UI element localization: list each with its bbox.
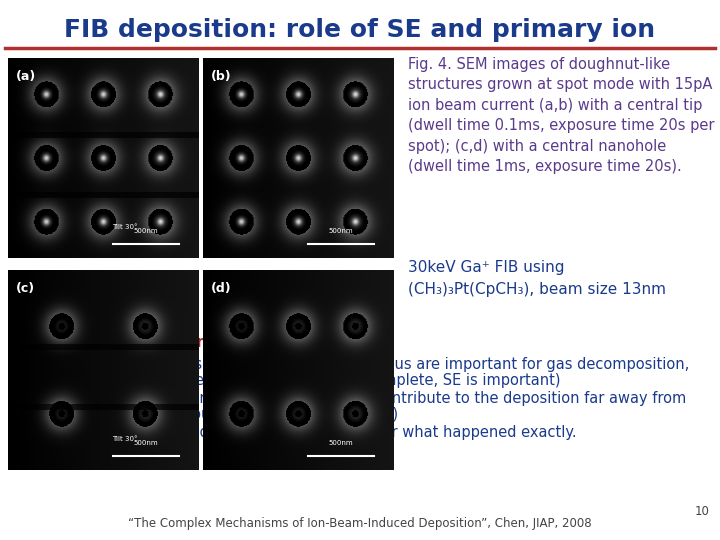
Text: Tilt 30°: Tilt 30° bbox=[112, 224, 138, 230]
Text: Fig. 4. SEM images of doughnut-like
structures grown at spot mode with 15pA
ion : Fig. 4. SEM images of doughnut-like stru… bbox=[408, 57, 714, 174]
Text: (b): (b) bbox=[210, 70, 231, 83]
Text: • According to nuclear cascade model, excited nucleus are important for gas deco: • According to nuclear cascade model, ex… bbox=[8, 357, 689, 372]
Text: Tilt 30°: Tilt 30° bbox=[112, 436, 138, 442]
Text: FIB deposition: role of SE and primary ion: FIB deposition: role of SE and primary i… bbox=[64, 18, 656, 42]
Text: primary beam. (this is doubtful, SE can go that far?): primary beam. (this is doubtful, SE can … bbox=[16, 407, 398, 422]
Text: 10: 10 bbox=[695, 505, 710, 518]
Text: 500nm: 500nm bbox=[133, 228, 158, 234]
Text: (c): (c) bbox=[16, 282, 35, 295]
Text: 500nm: 500nm bbox=[328, 440, 353, 446]
Text: (secondary) electrons are not. (this picture is incomplete, SE is important): (secondary) electrons are not. (this pic… bbox=[16, 373, 560, 388]
Text: (d): (d) bbox=[210, 282, 231, 295]
Text: 30keV Ga⁺ FIB using
(CH₃)₃Pt(CpCH₃), beam size 13nm: 30keV Ga⁺ FIB using (CH₃)₃Pt(CpCH₃), bea… bbox=[408, 260, 666, 297]
Text: (a): (a) bbox=[16, 70, 36, 83]
Text: Summary of deposition mechanism:: Summary of deposition mechanism: bbox=[8, 335, 316, 350]
Text: • There must be other models, and it is still not clear what happened exactly.: • There must be other models, and it is … bbox=[8, 425, 577, 440]
Text: 500nm: 500nm bbox=[133, 440, 158, 446]
Text: • Here it shows that (secondary) electrons in fact contribute to the deposition : • Here it shows that (secondary) electro… bbox=[8, 391, 686, 406]
Text: “The Complex Mechanisms of Ion-Beam-Induced Deposition”, Chen, JIAP, 2008: “The Complex Mechanisms of Ion-Beam-Indu… bbox=[128, 517, 592, 530]
Text: 500nm: 500nm bbox=[328, 228, 353, 234]
